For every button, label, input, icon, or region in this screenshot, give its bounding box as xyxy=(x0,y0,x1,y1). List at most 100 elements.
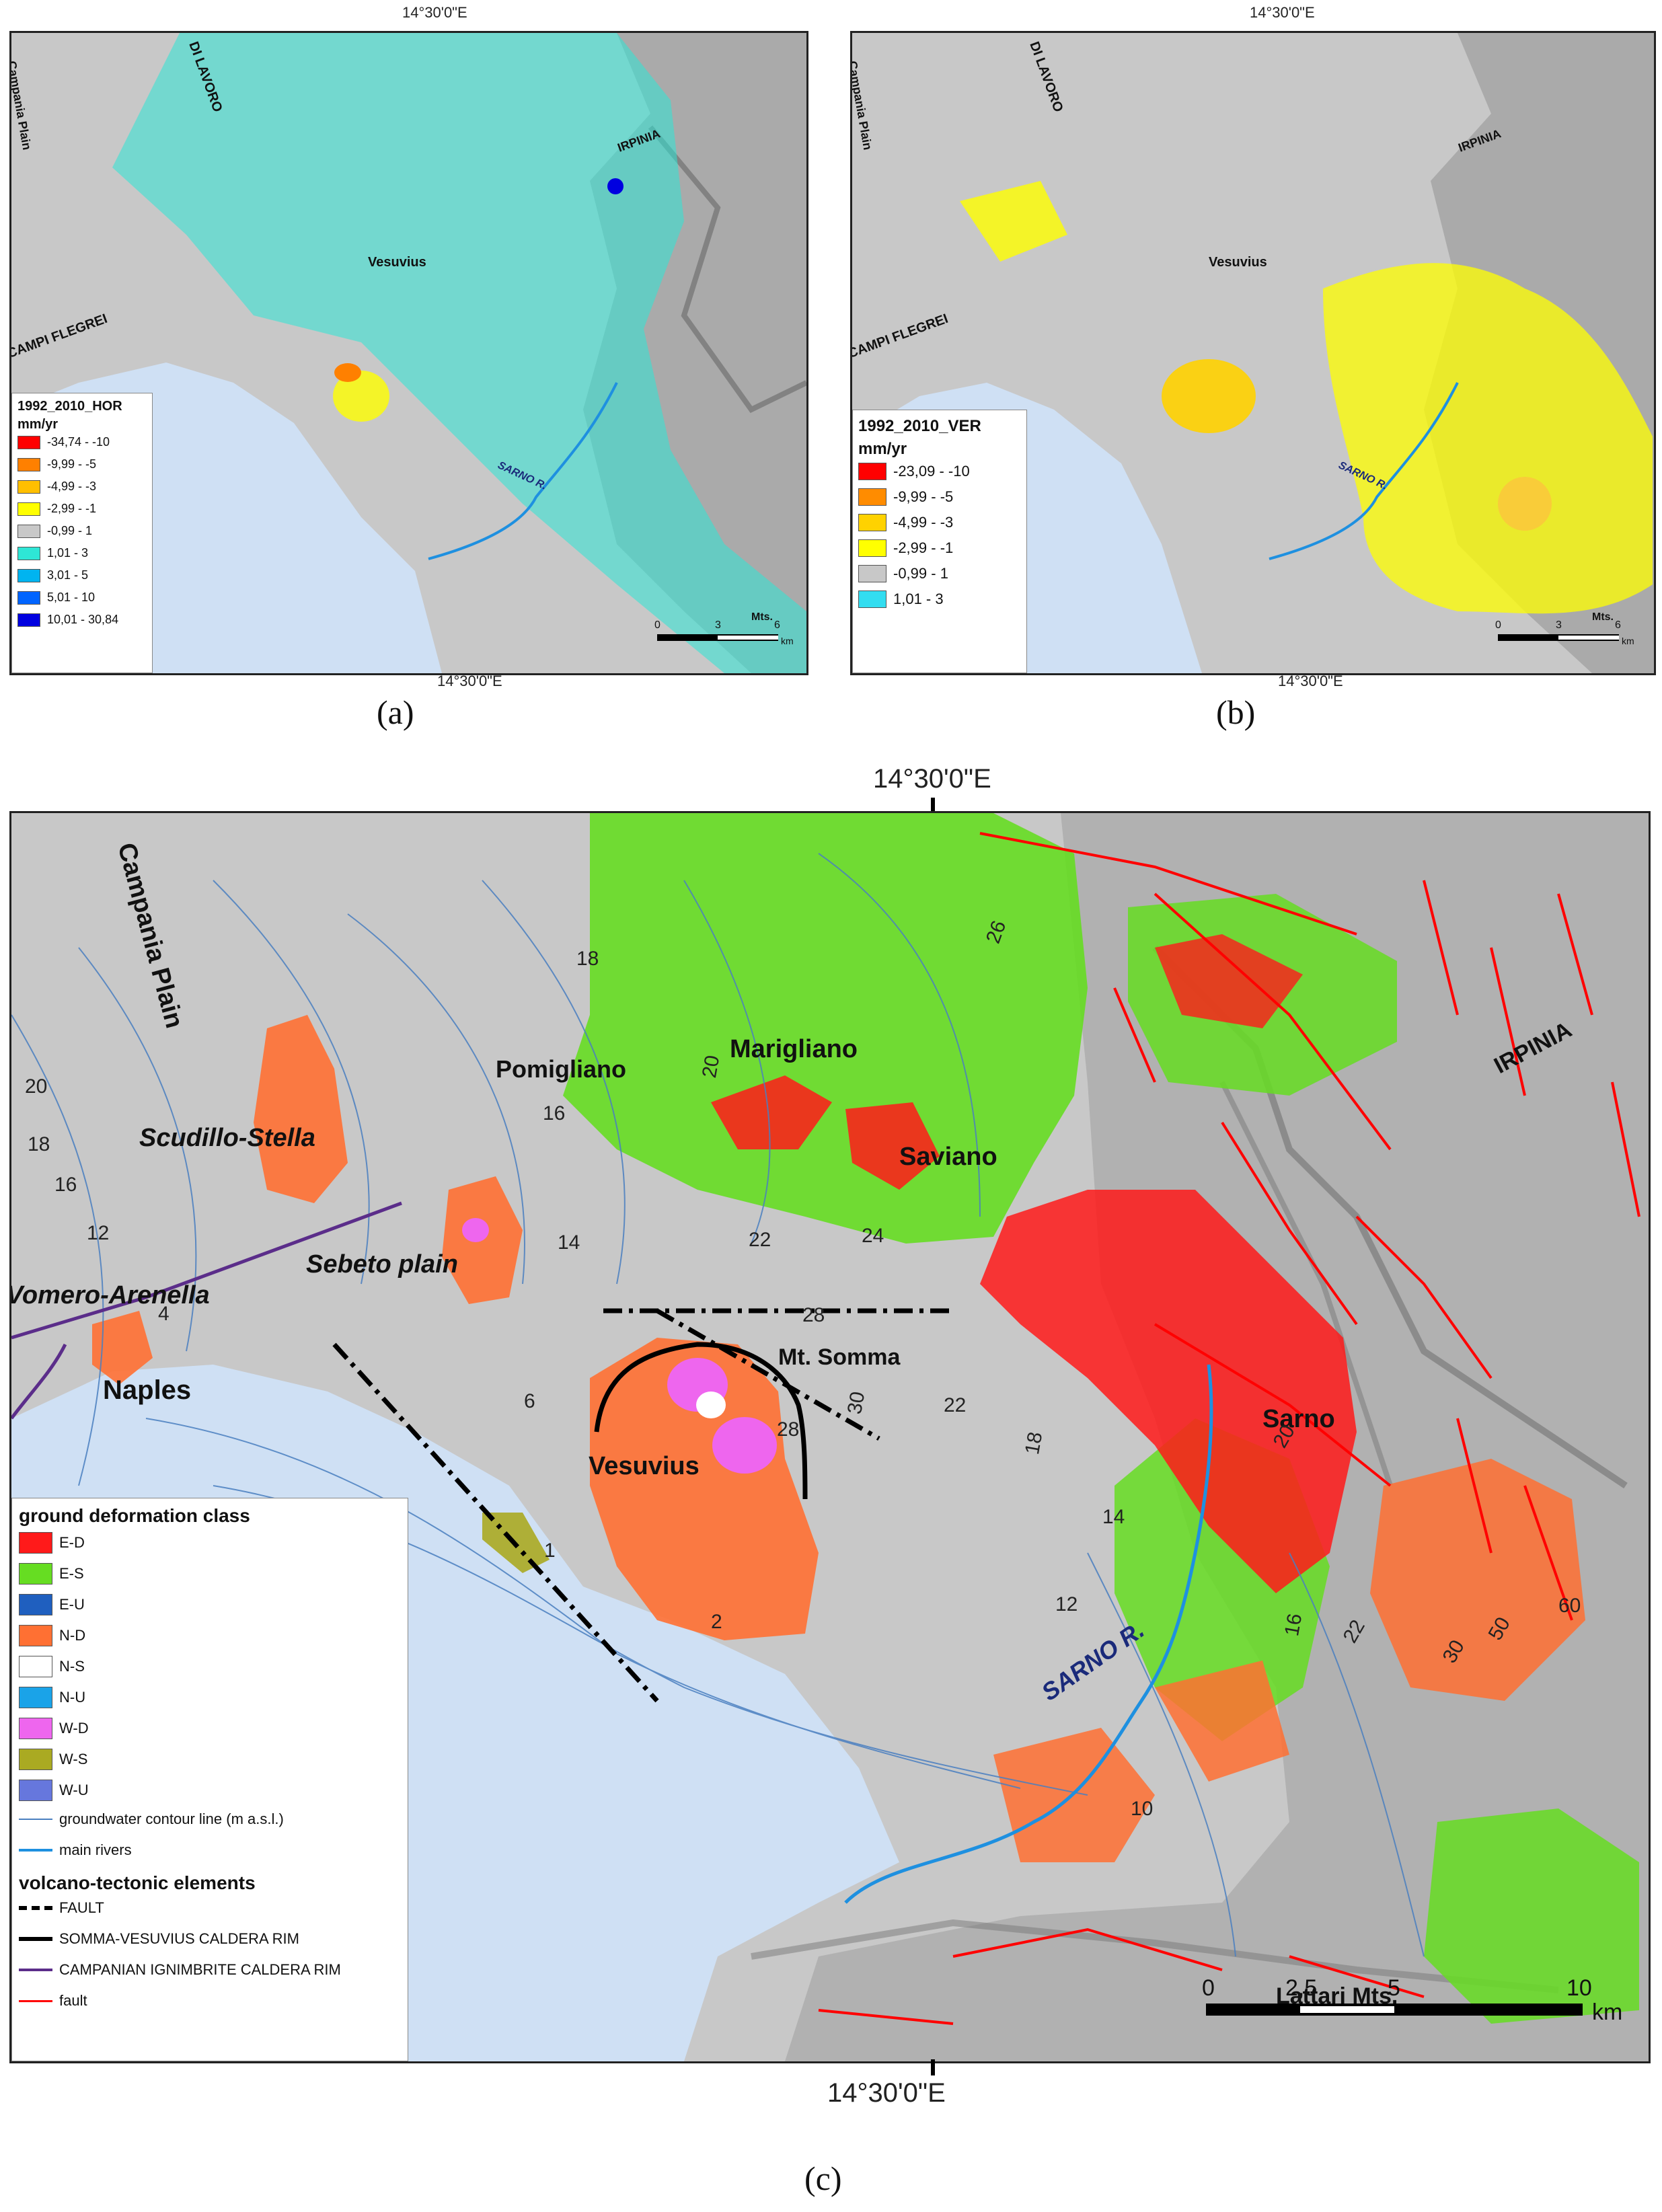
panel-b-scale-tick-1: 3 xyxy=(1556,619,1562,631)
legend-swatch xyxy=(17,590,40,605)
legend-label: -0,99 - 1 xyxy=(893,565,948,582)
contour-label: 18 xyxy=(576,948,599,970)
contour-label: 6 xyxy=(524,1390,535,1412)
panel-c-legend-classes: E-D E-S E-U N-D N-S N-U W-D W-S W-U xyxy=(19,1532,401,1801)
contour-label: 14 xyxy=(1102,1506,1125,1528)
panel-a-map: DI LAVORO Campania Plain IRPINIA Vesuviu… xyxy=(9,31,808,675)
legend-swatch xyxy=(19,1718,52,1739)
contour-label: 12 xyxy=(1055,1593,1078,1615)
somma-caldera-rim xyxy=(594,1342,808,1500)
panel-a-scalebar: 0 3 6 km xyxy=(644,619,798,660)
legend-row: -4,99 - -3 xyxy=(17,480,147,494)
legend-row: -2,99 - -1 xyxy=(17,502,147,516)
legend-row: -34,74 - -10 xyxy=(17,435,147,449)
panel-c-label-saviano: Saviano xyxy=(899,1143,997,1171)
legend-swatch xyxy=(17,613,40,627)
legend-line-swatch xyxy=(19,1999,52,2002)
panel-c-label-somma: Mt. Somma xyxy=(778,1344,901,1370)
legend-label: W-D xyxy=(59,1720,89,1737)
legend-row: -4,99 - -3 xyxy=(858,514,1021,531)
legend-swatch xyxy=(19,1656,52,1677)
panel-c-scale-tick-2: 5 xyxy=(1388,1975,1400,2001)
legend-row: 3,01 - 5 xyxy=(17,568,147,582)
panel-b-scale-unit: km xyxy=(1622,636,1634,646)
panel-c-map: Campania Plain IRPINIA Pomigliano Marigl… xyxy=(9,811,1651,2063)
legend-row: -9,99 - -5 xyxy=(858,488,1021,506)
panel-c-tick-top xyxy=(931,798,935,814)
ci-caldera-rim xyxy=(11,1201,402,1340)
legend-swatch xyxy=(858,514,886,531)
legend-label: main rivers xyxy=(59,1841,132,1858)
legend-row: E-D xyxy=(19,1532,401,1554)
panel-c-coord-top: 14°30'0"E xyxy=(873,764,991,794)
legend-row: N-D xyxy=(19,1625,401,1646)
legend-row: fault xyxy=(19,1992,401,2010)
panel-b-scalebar: 0 3 6 km xyxy=(1484,619,1646,660)
legend-swatch xyxy=(17,457,40,471)
legend-swatch xyxy=(858,565,886,582)
legend-label: -23,09 - -10 xyxy=(893,463,970,480)
sarno-river xyxy=(844,1364,1213,1904)
contour-label: 4 xyxy=(158,1303,169,1325)
legend-label: -2,99 - -1 xyxy=(893,539,954,556)
legend-row: N-U xyxy=(19,1687,401,1708)
panel-b-legend-unit: mm/yr xyxy=(858,440,907,458)
nd-zone-vesuvius xyxy=(590,1338,819,1640)
es-zone-marigliano xyxy=(563,813,1088,1244)
legend-swatch xyxy=(17,502,40,516)
legend-line-swatch xyxy=(19,1969,52,1971)
legend-label: groundwater contour line (m a.s.l.) xyxy=(59,1810,284,1827)
legend-row: 5,01 - 10 xyxy=(17,590,147,605)
legend-line-swatch xyxy=(19,1819,52,1820)
legend-swatch xyxy=(19,1780,52,1801)
contour-label: 22 xyxy=(944,1394,967,1416)
legend-swatch xyxy=(858,488,886,506)
contour-label: 28 xyxy=(802,1304,825,1326)
contour-label: 18 xyxy=(1021,1430,1047,1457)
panel-b-caption: (b) xyxy=(1216,693,1256,731)
legend-row: 1,01 - 3 xyxy=(17,546,147,560)
panel-b-legend-title: 1992_2010_VER xyxy=(858,417,981,435)
panel-c-label-pomigliano: Pomigliano xyxy=(496,1055,627,1083)
panel-c-label-sarno: Sarno xyxy=(1262,1405,1335,1433)
legend-label: N-D xyxy=(59,1627,86,1644)
legend-swatch xyxy=(19,1625,52,1646)
contour-label: 18 xyxy=(28,1133,50,1155)
panel-b-legend-classes: -23,09 - -10 -9,99 - -5 -4,99 - -3 -2,99 - … xyxy=(858,463,1021,608)
legend-swatch xyxy=(858,539,886,557)
contour-label: 10 xyxy=(1131,1798,1154,1820)
legend-swatch xyxy=(19,1749,52,1770)
panel-c-legend: ground deformation class E-D E-S E-U N-D N-S… xyxy=(11,1498,408,2061)
panel-b-label-vesuvius: Vesuvius xyxy=(1209,255,1267,270)
legend-row: CAMPANIAN IGNIMBRITE CALDERA RIM xyxy=(19,1961,401,1979)
legend-line-swatch xyxy=(19,1906,52,1910)
contour-label: 14 xyxy=(558,1231,580,1254)
panel-a-coord-bottom: 14°30'0"E xyxy=(437,673,502,689)
legend-label: E-S xyxy=(59,1565,84,1582)
legend-label: -4,99 - -3 xyxy=(893,514,954,531)
legend-row: W-D xyxy=(19,1718,401,1739)
contour-label: 20 xyxy=(698,1053,724,1080)
legend-row: FAULT xyxy=(19,1899,401,1917)
legend-row: E-U xyxy=(19,1594,401,1615)
legend-label: E-U xyxy=(59,1596,85,1613)
legend-swatch xyxy=(17,480,40,494)
panel-a-scale-tick-2: 6 xyxy=(774,619,780,631)
legend-swatch xyxy=(17,435,40,449)
panel-a-legend-title: 1992_2010_HOR xyxy=(17,399,122,414)
panel-b-coord-top: 14°30'0"E xyxy=(1250,4,1315,21)
legend-label: E-D xyxy=(59,1534,85,1551)
panel-a-legend: 1992_2010_HOR mm/yr -34,74 - -10 -9,99 - … xyxy=(11,393,153,673)
panel-c-legend-lines: groundwater contour line (m a.s.l.) main … xyxy=(19,1810,401,1859)
contour-label: 16 xyxy=(1281,1611,1307,1638)
legend-row: main rivers xyxy=(19,1841,401,1859)
legend-label: W-S xyxy=(59,1751,88,1767)
legend-swatch xyxy=(858,590,886,608)
legend-row: 10,01 - 30,84 xyxy=(17,613,147,627)
legend-swatch xyxy=(19,1532,52,1554)
panel-b-label-mts: Mts. xyxy=(1592,611,1614,623)
panel-b-map: DI LAVORO Campania Plain IRPINIA Vesuviu… xyxy=(850,31,1656,675)
legend-label: fault xyxy=(59,1992,87,2009)
contour-label: 2 xyxy=(711,1611,722,1633)
legend-row: -0,99 - 1 xyxy=(858,565,1021,582)
